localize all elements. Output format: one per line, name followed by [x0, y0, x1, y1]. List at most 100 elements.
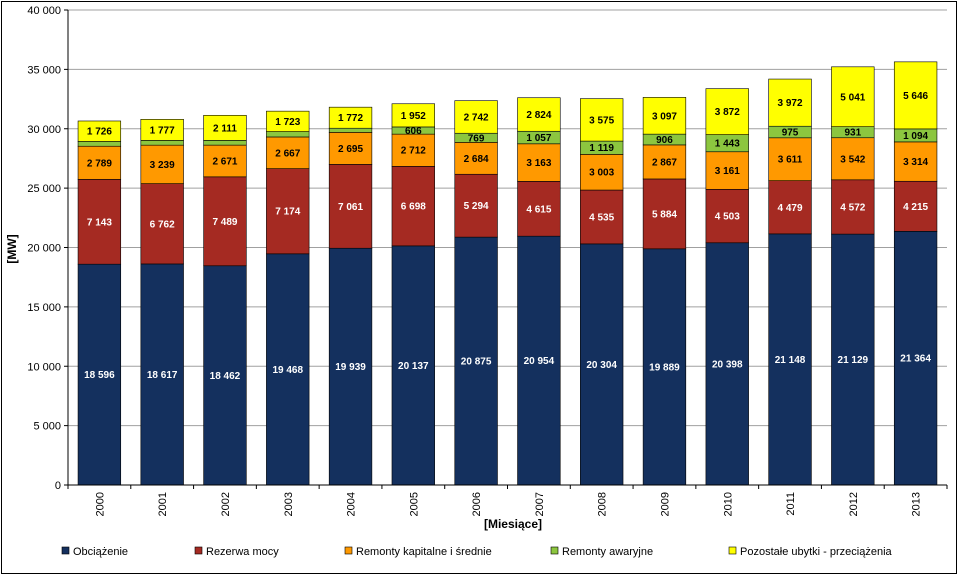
gridlines [68, 9, 947, 486]
y-axis-ticks: 0 5 000 10 000 15 000 20 000 25 000 30 000 35 0… [27, 5, 68, 492]
data-label: 1 443 [715, 139, 740, 150]
data-label: 5 294 [464, 201, 489, 212]
data-label: 21 364 [900, 354, 931, 365]
y-axis-title: [MW] [5, 234, 19, 263]
legend-item: Pozostałe ubytki - przeciążenia [728, 546, 893, 558]
bar-segment-2011-s1 [768, 180, 812, 235]
bar-segment-2003-s3 [266, 131, 310, 138]
legend-swatch [344, 546, 353, 555]
x-tick-label: 2003 [283, 492, 295, 516]
bar-segment-2006-s1 [454, 173, 498, 238]
data-label: 3 239 [150, 160, 175, 171]
data-label: 3 314 [903, 157, 928, 168]
data-label: 19 468 [272, 365, 303, 376]
data-label: 2 684 [464, 154, 489, 165]
bar-segment-2000-s1 [77, 179, 122, 265]
data-label: 5 884 [652, 209, 677, 220]
data-label: 7 174 [275, 207, 300, 218]
data-label: 906 [656, 135, 673, 146]
bar-segment-2000-s3 [77, 141, 122, 147]
bar-segment-2003-s4 [266, 110, 310, 132]
y-tick-label: 40 000 [27, 5, 61, 17]
data-label: 2 667 [275, 148, 300, 159]
bars: 18 596 7 143 2 789 1 726 18 617 6 762 3 239 1 7… [77, 61, 938, 486]
bar-segment-2005-s4 [391, 103, 435, 128]
legend-swatch [61, 546, 70, 555]
bar-segment-2001-s2 [140, 144, 184, 184]
bar-segment-2008-s1 [580, 189, 624, 245]
data-label: 5 041 [840, 92, 865, 103]
data-label: 21 148 [775, 355, 806, 366]
legend-swatch [728, 546, 737, 555]
bar-segment-2007-s4 [517, 97, 561, 132]
data-label: 3 575 [589, 115, 614, 126]
x-tick-label: 2013 [911, 492, 923, 516]
data-label: 1 057 [526, 133, 551, 144]
data-label: 769 [468, 133, 485, 144]
data-label: 18 596 [84, 370, 115, 381]
bar-segment-2002-s2 [203, 144, 247, 178]
bar-segment-2010-s1 [705, 189, 749, 244]
data-label: 3 611 [778, 155, 803, 166]
bar-segment-2001-s1 [140, 183, 184, 265]
data-label: 7 489 [212, 217, 237, 228]
bar-segment-2011-s2 [768, 137, 812, 181]
data-label: 975 [782, 128, 799, 139]
data-label: 6 762 [150, 219, 175, 230]
data-label: 3 097 [652, 111, 677, 122]
bar-segment-2012-s0 [831, 233, 875, 486]
bar-segment-2000-s4 [77, 120, 122, 142]
bar-segment-2007-s1 [517, 181, 561, 237]
bar-segment-2004-s2 [328, 132, 373, 165]
bar-segment-2003-s0 [266, 253, 310, 486]
x-tick-label: 2001 [157, 492, 169, 516]
legend-label: Remonty kapitalne i średnie [356, 546, 492, 558]
y-tick-label: 10 000 [27, 361, 61, 373]
y-tick-label: 20 000 [27, 243, 61, 255]
data-label: 606 [405, 126, 422, 137]
y-tick-label: 25 000 [27, 183, 61, 195]
data-label: 20 398 [712, 359, 743, 370]
bar-segment-2008-s0 [580, 243, 624, 486]
data-label: 3 872 [715, 107, 740, 118]
bar-segment-2001-s4 [140, 119, 184, 141]
data-label: 1 952 [401, 111, 426, 122]
data-label: 18 462 [210, 371, 241, 382]
data-label: 2 712 [401, 146, 426, 157]
data-label: 2 695 [338, 144, 363, 155]
data-label: 19 939 [335, 362, 366, 373]
bar-segment-2009-s1 [642, 178, 687, 250]
bar-segment-2004-s4 [328, 106, 373, 129]
bar-segment-2000-s0 [77, 263, 122, 486]
data-label: 18 617 [147, 370, 178, 381]
data-label: 6 698 [401, 202, 426, 213]
x-tick-label: 2007 [534, 492, 546, 516]
data-label: 21 129 [838, 355, 869, 366]
y-tick-label: 35 000 [27, 64, 61, 76]
x-tick-label: 2010 [722, 492, 734, 516]
legend-label: Remonty awaryjne [562, 546, 653, 558]
data-label: 7 143 [87, 217, 112, 228]
data-label: 20 954 [524, 356, 555, 367]
data-label: 4 215 [903, 202, 928, 213]
bar-segment-2012-s2 [831, 137, 875, 181]
bar-segment-2009-s4 [642, 97, 687, 135]
data-label: 19 889 [649, 362, 680, 373]
y-tick-label: 0 [55, 480, 61, 492]
bar-segment-2008-s4 [580, 98, 624, 142]
x-axis-title: [Miesiące] [484, 517, 542, 531]
bar-segment-2003-s1 [266, 168, 310, 255]
bar-segment-2004-s1 [328, 164, 373, 249]
legend-swatch [550, 546, 559, 555]
bar-segment-2010-s4 [705, 88, 749, 135]
legend-item: Obciążenie [61, 546, 128, 558]
data-label: 20 304 [586, 360, 617, 371]
legend: Obciążenie Rezerwa mocy Remonty kapitalne … [61, 546, 893, 558]
data-label: 4 503 [715, 212, 740, 223]
bar-segment-2001-s3 [140, 140, 184, 146]
data-label: 1 772 [338, 113, 363, 124]
bar-segment-2011-s0 [768, 233, 812, 486]
bar-segment-2002-s4 [203, 114, 247, 141]
